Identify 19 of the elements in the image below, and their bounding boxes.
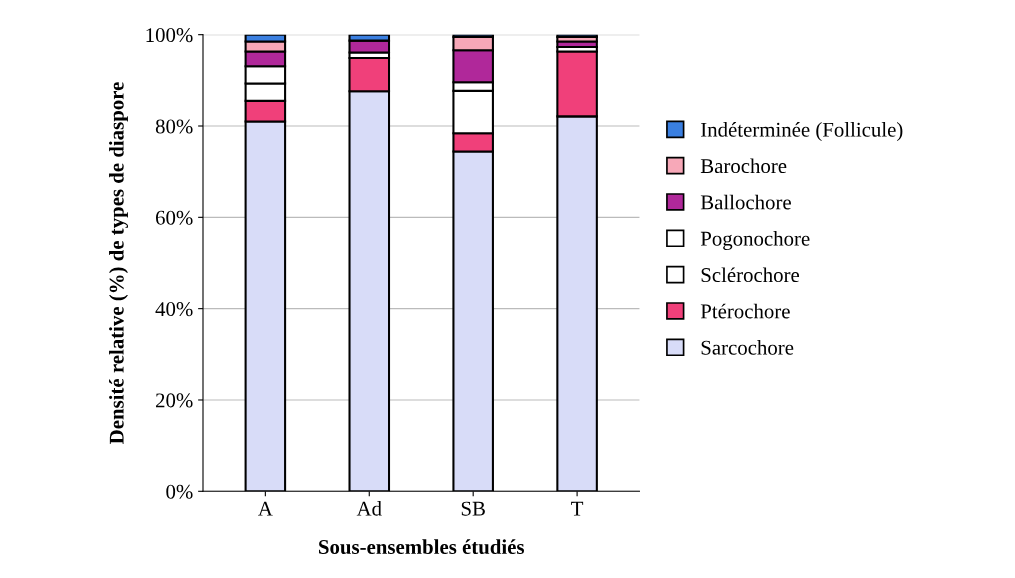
legend-label: Sarcochore (701, 340, 794, 355)
x-tick-label: T (571, 501, 584, 516)
y-axis-title: Densité relative (%) de types de diaspore (109, 82, 129, 444)
legend-label: Indéterminée (Follicule) (701, 122, 903, 142)
x-axis-title: Sous-ensembles étudiés (319, 539, 525, 555)
y-tick-label: 80% (155, 119, 193, 134)
legend-label: Ptérochore (700, 303, 790, 319)
y-tick-label: 100% (146, 28, 193, 43)
legend-label: Sclérochore (701, 267, 800, 283)
y-tick-label: 60% (155, 210, 193, 225)
legend-label: Ballochore (700, 194, 791, 210)
x-tick-label: SB (461, 501, 485, 516)
legend-label: Barochore (700, 158, 787, 174)
y-tick-label: 40% (155, 302, 193, 317)
x-tick-label: A (258, 501, 273, 516)
x-tick-label: Ad (356, 501, 382, 516)
legend-label: Pogonochore (700, 231, 810, 251)
y-tick-label: 20% (156, 393, 193, 408)
y-tick-label: 0% (166, 484, 193, 499)
